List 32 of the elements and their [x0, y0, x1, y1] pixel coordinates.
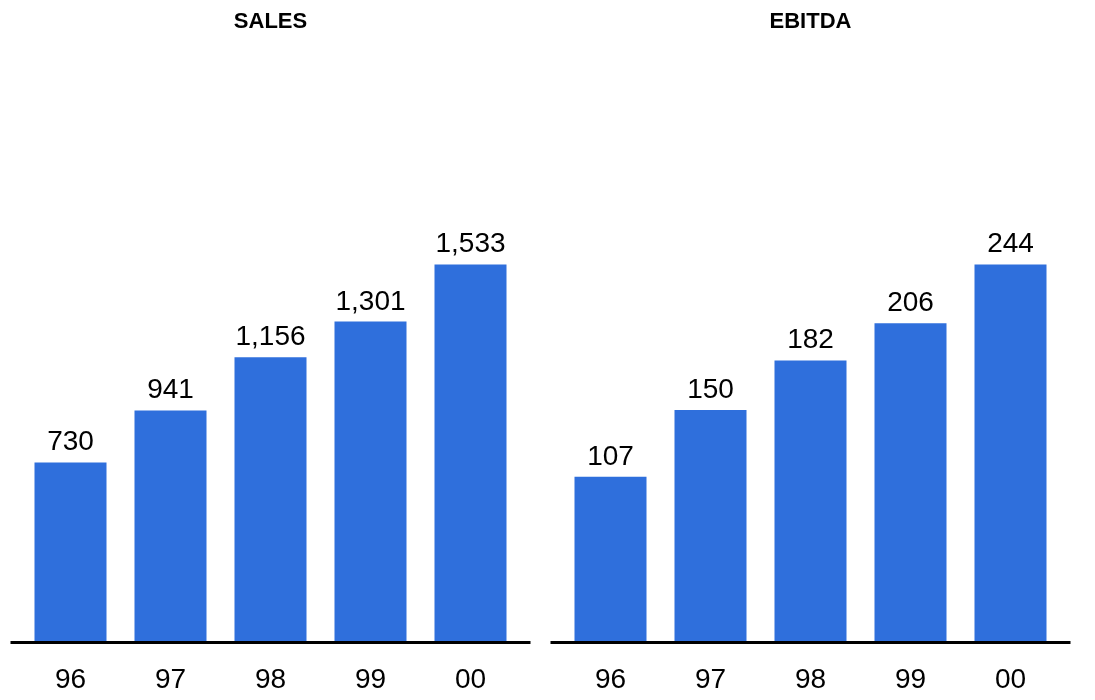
x-tick-label: 00 [454, 662, 487, 694]
x-tick-label: 97 [694, 662, 727, 694]
bar [134, 410, 207, 643]
data-label: 1,156 [235, 320, 306, 352]
x-tick-label: 98 [254, 662, 287, 694]
chart-title: SALES [233, 7, 308, 33]
bar [34, 462, 107, 643]
x-tick-label: 99 [354, 662, 387, 694]
data-label: 1,301 [335, 284, 406, 316]
bar [334, 321, 407, 643]
data-label: 206 [887, 286, 934, 318]
bar [974, 264, 1047, 643]
x-tick-label: 97 [154, 662, 187, 694]
data-label: 941 [147, 373, 194, 405]
data-label: 107 [587, 439, 634, 471]
x-tick-label: 96 [594, 662, 627, 694]
data-label: 244 [987, 227, 1034, 259]
bar [774, 360, 847, 643]
data-label: 730 [47, 425, 94, 457]
data-label: 1,533 [435, 227, 506, 259]
bar [234, 357, 307, 643]
x-tick-label: 96 [54, 662, 87, 694]
bar [434, 264, 507, 643]
data-label: 150 [687, 373, 734, 405]
chart-title: EBITDA [769, 7, 852, 33]
bar [674, 410, 747, 643]
x-tick-label: 98 [794, 662, 827, 694]
bar [874, 323, 947, 643]
data-label: 182 [787, 323, 834, 355]
x-tick-label: 99 [894, 662, 927, 694]
bar [574, 476, 647, 643]
x-tick-label: 00 [994, 662, 1027, 694]
